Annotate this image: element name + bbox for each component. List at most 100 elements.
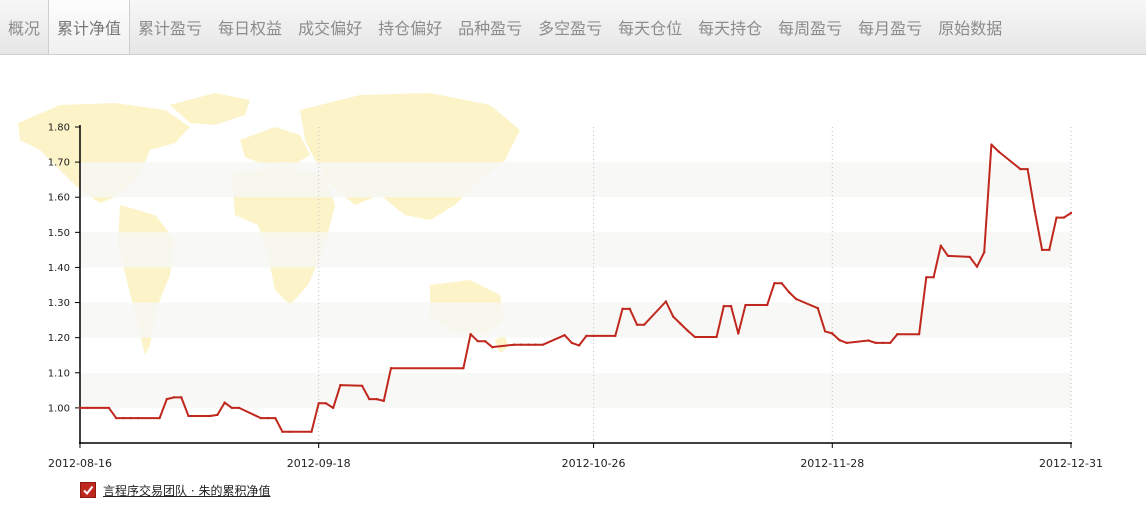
y-tick-label-1: 1.10 [48,368,70,379]
series-point-0-87 [1019,167,1022,171]
series-point-0-71 [845,341,848,345]
band-3 [80,302,1071,338]
check-icon [83,485,94,496]
series-point-0-2 [107,406,111,410]
tab-12[interactable]: 原始数据 [938,19,1003,38]
map-landmass-7 [495,335,508,353]
tab-8[interactable]: 每天仓位 [618,19,683,38]
series-point-0-39 [527,343,530,346]
series-point-0-8 [165,397,169,401]
series-point-0-79 [932,276,935,279]
y-tick-label-7: 1.70 [48,158,70,169]
legend-label[interactable]: 言程序交易团队 · 朱的累积净值 [103,483,271,498]
chart-legend[interactable]: 言程序交易团队 · 朱的累积净值 [80,480,270,500]
series-point-0-12 [209,414,212,418]
series-point-0-56 [693,335,697,339]
legend-checkbox[interactable] [80,482,96,498]
series-point-0-82 [968,255,971,259]
tab-10[interactable]: 每周盈亏 [778,19,843,38]
series-point-0-74 [881,341,885,345]
series-point-0-46 [592,334,595,338]
series-point-0-14 [223,401,226,404]
series-point-0-84 [982,251,986,254]
series-point-0-55 [686,329,689,332]
series-point-0-78 [925,276,928,279]
tab-4[interactable]: 成交偏好 [298,19,363,38]
tab-7[interactable]: 多空盈亏 [538,19,603,38]
series-point-0-26 [339,383,342,387]
series-point-0-92 [1055,216,1058,219]
series-point-0-62 [765,303,769,307]
series-point-0-69 [831,332,834,335]
series-point-0-33 [469,332,472,336]
chart-bands [80,162,1071,408]
series-point-0-83 [975,265,979,268]
series-point-0-51 [643,323,646,326]
tab-5[interactable]: 持仓偏好 [378,19,443,38]
series-point-0-93 [1062,216,1065,219]
band-5 [80,232,1071,268]
series-point-0-64 [780,282,783,285]
series-point-0-37 [512,343,516,346]
y-tick-label-6: 1.60 [48,193,70,204]
series-point-0-34 [476,339,480,343]
series-point-0-57 [715,335,718,339]
series-point-0-0 [78,406,82,410]
series-point-0-72 [867,339,870,342]
map-landmass-1 [170,93,250,125]
tab-list: 概况 累计净值 累计盈亏 每日权益 成交偏好 持仓偏好 品种盈亏 多空盈亏 每天仓位 每天持仓 每周… [0,0,1146,54]
x-tick-label-0: 2012-08-16 [48,457,112,470]
series-point-0-75 [888,341,892,345]
tab-0[interactable]: 概况 [8,19,41,38]
series-point-0-28 [368,397,371,401]
series-point-0-35 [483,339,487,343]
y-axis-ticks: 1.00 1.10 1.20 1.30 1.40 1.50 1.60 1.70 1.80 [48,123,80,414]
x-tick-label-2: 2012-10-26 [562,457,626,470]
series-point-0-16 [237,406,241,410]
series-point-0-7 [158,416,161,420]
tab-6[interactable]: 品种盈亏 [458,19,523,38]
series-point-0-19 [274,416,277,420]
series-point-0-27 [360,384,364,387]
series-point-0-60 [737,332,740,335]
series-point-0-50 [635,323,639,326]
series-point-0-36 [491,345,494,349]
map-landmass-0 [18,103,190,203]
series-point-0-85 [990,143,993,146]
series-point-0-91 [1048,248,1051,252]
tab-2[interactable]: 累计盈亏 [138,19,203,38]
x-tick-label-4: 2012-12-31 [1039,457,1103,470]
series-point-0-61 [744,303,747,307]
map-landmass-3 [240,127,310,167]
chart-series [78,143,1073,433]
series-point-0-54 [679,322,682,325]
series-point-0-25 [331,406,335,410]
x-tick-label-3: 2012-11-28 [800,457,864,470]
series-point-0-73 [874,341,877,345]
series-point-0-6 [136,416,140,420]
series-point-0-4 [122,416,125,420]
tab-11[interactable]: 每月盈亏 [858,19,923,38]
series-point-0-17 [259,416,263,420]
series-point-0-38 [520,343,523,346]
tab-9[interactable]: 每天持仓 [698,19,763,38]
series-point-0-43 [570,341,574,345]
y-tick-label-3: 1.30 [48,298,70,309]
series-point-0-70 [838,338,841,342]
tab-3[interactable]: 每日权益 [218,19,283,38]
y-tick-label-0: 1.00 [48,403,70,414]
series-point-0-29 [375,397,378,401]
series-point-0-44 [577,344,581,347]
series-point-0-13 [216,413,219,417]
tab-1[interactable]: 累计净值 [48,0,131,54]
series-point-0-18 [266,416,270,420]
band-1 [80,372,1071,408]
series-point-0-15 [230,406,234,410]
series-point-0-21 [288,430,291,433]
series-point-0-52 [664,300,668,303]
series-point-0-77 [917,332,921,336]
y-tick-label-5: 1.50 [48,228,70,239]
series-point-0-23 [317,402,320,405]
series-point-0-81 [946,254,950,258]
series-point-0-63 [773,282,776,285]
